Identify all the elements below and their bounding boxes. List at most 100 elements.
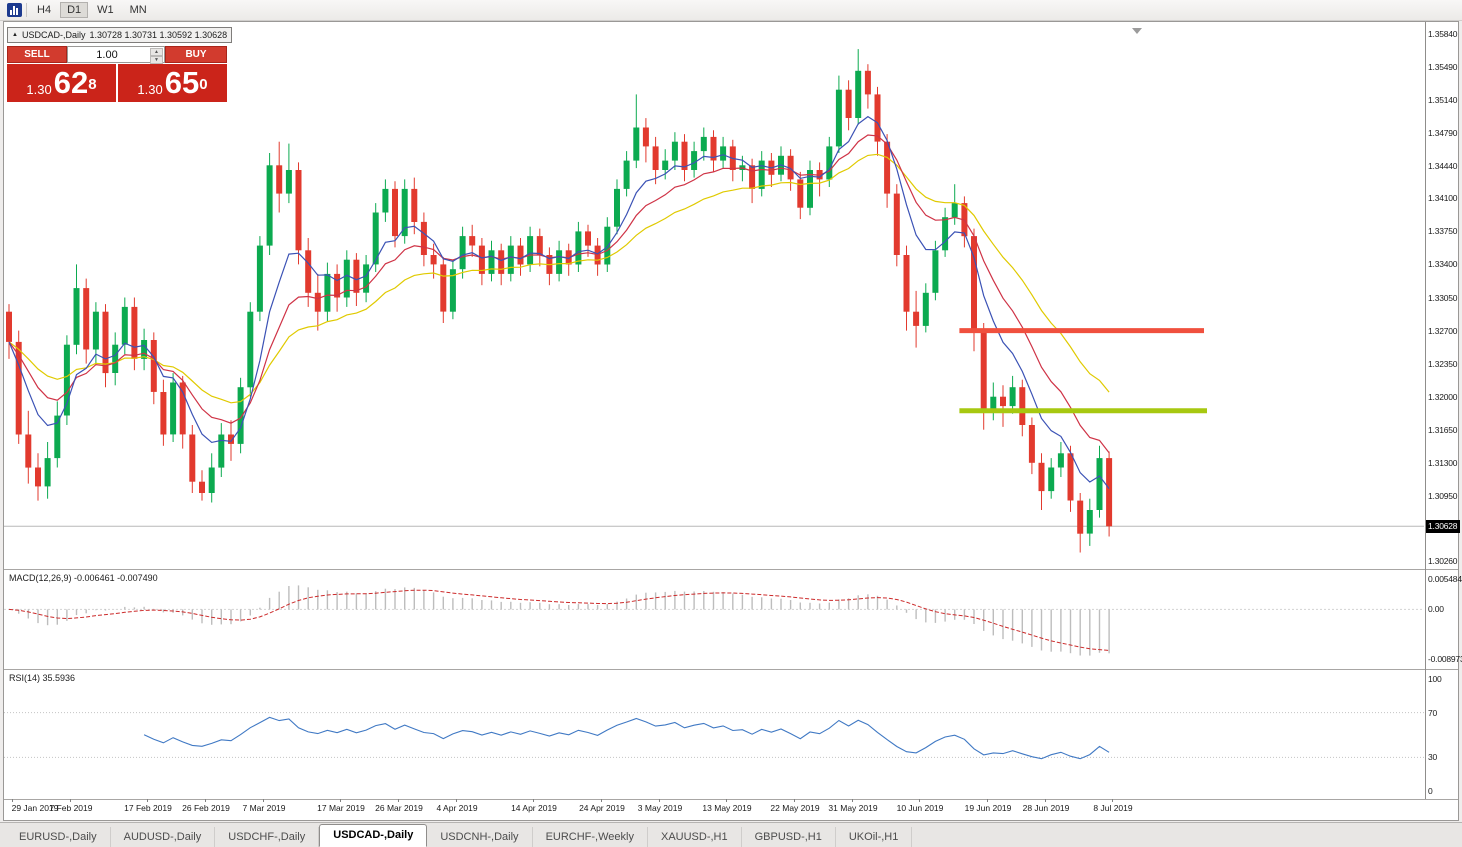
price-axis-label: 1.33400 xyxy=(1428,259,1458,269)
panel-separator[interactable] xyxy=(4,669,1458,670)
date-tick xyxy=(659,799,660,802)
price-axis-label: 1.33050 xyxy=(1428,293,1458,303)
price-axis-label: 1.34790 xyxy=(1428,128,1458,138)
date-tick xyxy=(794,799,795,802)
macd-chart[interactable] xyxy=(4,571,1424,668)
date-label: 8 Jul 2019 xyxy=(1093,803,1133,813)
chart-window: ▲ USDCAD-,Daily 1.30728 1.30731 1.30592 … xyxy=(3,21,1462,821)
tab-audusd-daily[interactable]: AUDUSD-,Daily xyxy=(111,827,216,847)
macd-name: MACD(12,26,9) xyxy=(9,573,72,583)
main-price-chart[interactable] xyxy=(4,22,1424,570)
macd-label: MACD(12,26,9) -0.006461 -0.007490 xyxy=(7,573,160,583)
date-tick xyxy=(726,799,727,802)
macd-axis-label: -0.008973 xyxy=(1428,654,1462,664)
date-label: 10 Jun 2019 xyxy=(896,803,944,813)
volume-input[interactable] xyxy=(68,47,146,62)
date-tick xyxy=(601,799,602,802)
date-tick xyxy=(987,799,988,802)
date-label: 13 May 2019 xyxy=(702,803,752,813)
date-label: 7 Mar 2019 xyxy=(242,803,286,813)
timeframe-d1[interactable]: D1 xyxy=(60,2,89,18)
date-label: 14 Apr 2019 xyxy=(511,803,557,813)
chart-shift-marker xyxy=(1132,28,1142,34)
rsi-axis-label: 100 xyxy=(1428,674,1442,684)
tab-eurchf-weekly[interactable]: EURCHF-,Weekly xyxy=(533,827,648,847)
buy-price-base: 1.30 xyxy=(137,82,163,97)
date-label: 22 May 2019 xyxy=(770,803,820,813)
symbol-ohlc: 1.30728 1.30731 1.30592 1.30628 xyxy=(89,30,228,40)
rsi-axis-label: 30 xyxy=(1428,752,1438,762)
price-axis-label: 1.32700 xyxy=(1428,326,1458,336)
date-tick xyxy=(398,799,399,802)
tab-eurusd-daily[interactable]: EURUSD-,Daily xyxy=(6,827,111,847)
volume-down-button[interactable]: ▼ xyxy=(150,56,163,64)
price-axis-label: 1.34100 xyxy=(1428,193,1458,203)
date-tick xyxy=(147,799,148,802)
volume-up-button[interactable]: ▲ xyxy=(150,48,163,56)
date-label: 29 Jan 2019 xyxy=(11,803,59,813)
timeframe-buttons: H4 D1 W1 MN xyxy=(30,1,156,19)
tab-ukoil-h1[interactable]: UKOil-,H1 xyxy=(836,827,913,847)
price-axis-label: 1.32350 xyxy=(1428,359,1458,369)
period-toolbar: H4 D1 W1 MN xyxy=(0,0,1462,21)
buy-price-fraction: 0 xyxy=(199,75,208,93)
price-axis-label: 1.30260 xyxy=(1428,556,1458,566)
price-axis-label: 1.34440 xyxy=(1428,161,1458,171)
date-label: 4 Apr 2019 xyxy=(436,803,478,813)
tab-gbpusd-h1[interactable]: GBPUSD-,H1 xyxy=(742,827,836,847)
sell-price-display[interactable]: 1.30 62 8 xyxy=(7,64,116,102)
sell-price-pips: 62 xyxy=(53,65,89,100)
sell-button[interactable]: SELL xyxy=(7,46,67,63)
date-label: 3 May 2019 xyxy=(637,803,683,813)
date-tick xyxy=(340,799,341,802)
rsi-axis-label: 0 xyxy=(1428,786,1433,796)
sell-price-fraction: 8 xyxy=(88,75,97,93)
date-label: 31 May 2019 xyxy=(828,803,878,813)
tab-usdcad-daily[interactable]: USDCAD-,Daily xyxy=(319,824,428,847)
panel-separator[interactable] xyxy=(4,569,1458,570)
price-axis-label: 1.32000 xyxy=(1428,392,1458,402)
symbol-marker-icon: ▲ xyxy=(12,32,18,38)
rsi-value: 35.5936 xyxy=(42,673,76,683)
rsi-chart[interactable] xyxy=(4,671,1424,798)
volume-field[interactable]: ▲ ▼ xyxy=(67,46,165,64)
date-label: 7 Feb 2019 xyxy=(49,803,93,813)
price-axis-label: 1.31300 xyxy=(1428,458,1458,468)
price-axis-label: 1.30950 xyxy=(1428,491,1458,501)
chart-tab-bar: EURUSD-,Daily AUDUSD-,Daily USDCHF-,Daily U… xyxy=(0,822,1462,847)
date-label: 17 Feb 2019 xyxy=(124,803,172,813)
rsi-axis-label: 70 xyxy=(1428,708,1438,718)
date-label: 28 Jun 2019 xyxy=(1022,803,1070,813)
chart-icon[interactable] xyxy=(7,3,22,17)
symbol-info-box: ▲ USDCAD-,Daily 1.30728 1.30731 1.30592 … xyxy=(7,27,233,43)
macd-value-1: -0.006461 xyxy=(74,573,115,583)
rsi-label: RSI(14) 35.5936 xyxy=(7,673,78,683)
tab-usdchf-daily[interactable]: USDCHF-,Daily xyxy=(215,827,320,847)
date-tick xyxy=(205,799,206,802)
date-tick xyxy=(533,799,534,802)
price-axis-label: 1.35840 xyxy=(1428,29,1458,39)
tab-xauusd-h1[interactable]: XAUUSD-,H1 xyxy=(648,827,742,847)
one-click-trading-panel: SELL ▲ ▼ BUY 1.30 62 8 1.30 65 0 xyxy=(7,46,227,102)
timeframe-mn[interactable]: MN xyxy=(129,4,147,16)
date-tick xyxy=(1045,799,1046,802)
macd-axis-label: 0.005484 xyxy=(1428,574,1462,584)
price-axis-line xyxy=(1425,22,1426,799)
timeframe-w1[interactable]: W1 xyxy=(97,4,114,16)
timeframe-h4[interactable]: H4 xyxy=(37,4,52,16)
buy-button[interactable]: BUY xyxy=(165,46,227,63)
date-label: 24 Apr 2019 xyxy=(579,803,625,813)
date-tick xyxy=(12,799,13,802)
macd-axis-label: 0.00 xyxy=(1428,604,1444,614)
date-tick xyxy=(263,799,264,802)
tab-usdcnh-daily[interactable]: USDCNH-,Daily xyxy=(427,827,533,847)
time-axis-separator xyxy=(4,799,1458,800)
price-axis-label: 1.33750 xyxy=(1428,226,1458,236)
current-price-badge: 1.30628 xyxy=(1426,520,1460,533)
date-tick xyxy=(456,799,457,802)
symbol-title: USDCAD-,Daily xyxy=(21,30,86,40)
sell-price-base: 1.30 xyxy=(26,82,52,97)
buy-price-pips: 65 xyxy=(164,65,200,100)
buy-price-display[interactable]: 1.30 65 0 xyxy=(118,64,227,102)
